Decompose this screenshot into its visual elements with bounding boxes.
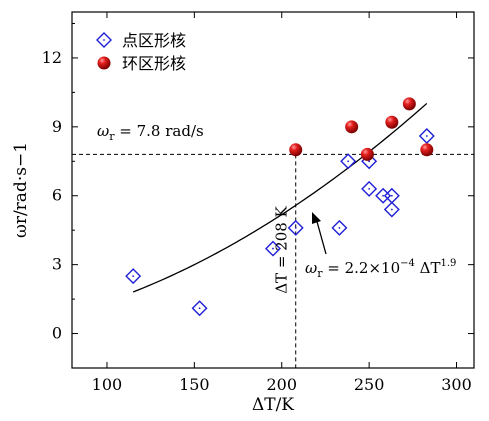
point-diamond — [340, 153, 357, 170]
point-diamond — [265, 240, 281, 257]
point-diamond — [191, 300, 208, 317]
x-tick-label: 250 — [354, 375, 385, 394]
fit-arrow-shaft — [315, 217, 327, 255]
y-axis-label: ωr/rad·s−1 — [11, 142, 31, 238]
point-ball — [345, 120, 359, 134]
point-diamond-dot — [390, 194, 393, 197]
y-tick-label: 12 — [42, 48, 62, 67]
point-ball — [402, 97, 416, 111]
point-diamond — [383, 201, 400, 218]
point-diamond-dot — [390, 208, 393, 211]
point-ball — [420, 143, 434, 157]
vline-label: ΔT = 208 K — [273, 205, 291, 293]
point-diamond — [125, 268, 142, 285]
x-tick-label: 200 — [266, 375, 297, 394]
point-diamond-dot — [338, 226, 341, 229]
point-diamond — [287, 219, 304, 236]
fit-arrow-head — [312, 212, 321, 224]
fit-curve — [132, 102, 428, 293]
point-diamond-dot — [368, 187, 371, 190]
x-axis-label: ΔT/K — [252, 395, 294, 415]
point-diamond-dot — [382, 194, 385, 197]
hline-label: ωr = 7.8 rad/s — [97, 122, 204, 143]
point-diamond — [331, 219, 348, 236]
x-tick-label: 150 — [179, 375, 210, 394]
y-tick-label: 6 — [52, 186, 62, 205]
fit-curve-label: ωr = 2.2×10−4 ΔT1.9 — [305, 258, 456, 280]
point-diamond-dot — [198, 307, 201, 310]
point-ball — [289, 143, 303, 157]
y-tick-label: 3 — [52, 255, 62, 274]
point-diamond-dot — [132, 275, 135, 278]
legend-label: 点区形核 — [122, 31, 186, 50]
point-diamond-dot — [294, 226, 297, 229]
point-diamond — [361, 180, 378, 197]
point-diamond-dot — [347, 160, 350, 163]
legend-label: 环区形核 — [122, 54, 186, 73]
point-diamond-dot — [272, 247, 274, 250]
point-diamond-dot — [425, 135, 428, 137]
point-ball — [360, 147, 374, 161]
legend-marker-ball — [97, 56, 111, 70]
y-tick-label: 0 — [52, 324, 62, 343]
plot-frame — [71, 11, 475, 369]
point-ball — [385, 115, 399, 129]
point-diamond-dot — [368, 160, 371, 163]
x-tick-label: 100 — [92, 375, 123, 394]
point-diamond — [418, 128, 435, 145]
legend-marker-diamond-dot — [103, 39, 105, 41]
legend-marker-diamond — [96, 32, 112, 48]
x-tick-label: 300 — [441, 375, 472, 394]
y-tick-label: 9 — [52, 117, 62, 136]
